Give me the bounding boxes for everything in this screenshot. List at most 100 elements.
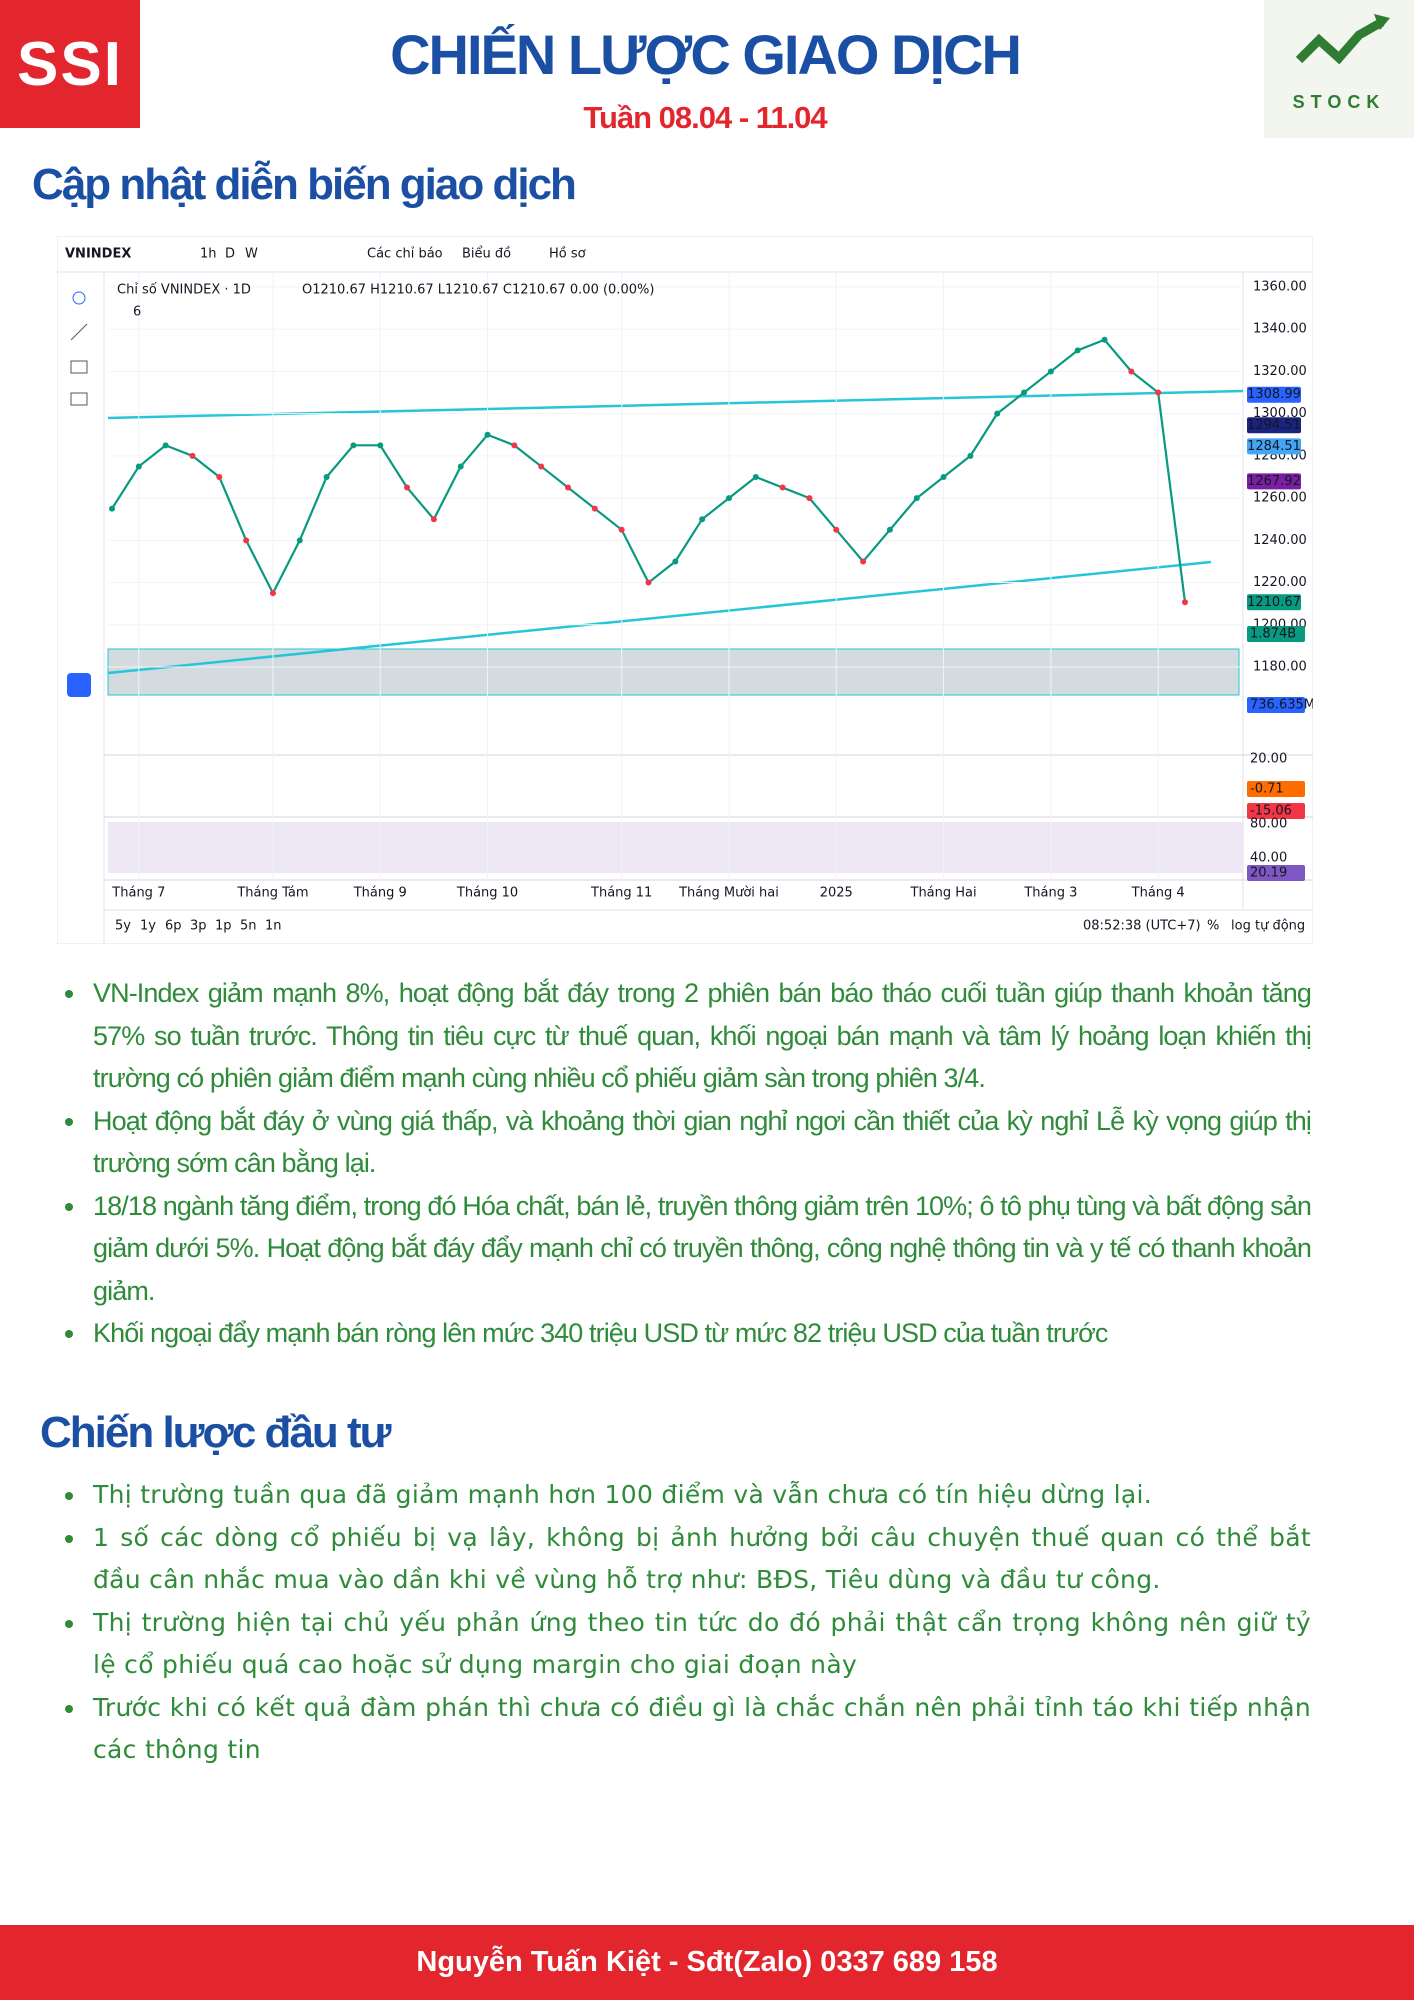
price-point [109, 505, 115, 512]
range-button[interactable]: 3p [190, 919, 207, 934]
price-point [725, 495, 732, 502]
footer: Nguyễn Tuấn Kiệt - Sđt(Zalo) 0337 689 15… [0, 1925, 1414, 2000]
bullet: Thị trường hiện tại chủ yếu phản ứng the… [65, 1602, 1311, 1687]
indicator-tag [1247, 803, 1305, 819]
indicator-tag [1247, 626, 1305, 642]
price-point [484, 431, 491, 438]
price-point [913, 495, 920, 502]
range-button[interactable]: 5y [115, 919, 131, 934]
tool-icon [70, 360, 88, 374]
price-point [1047, 368, 1054, 375]
price-point [860, 558, 867, 565]
price-point [350, 442, 357, 449]
series: 1308.99 1294.51 1284.51 1267.92 1210.67 [109, 336, 1301, 611]
price-tag [1247, 417, 1301, 434]
price-point [1101, 336, 1108, 343]
y-tick-label: 1340.00 [1253, 322, 1307, 337]
price-point [243, 537, 250, 544]
tool-icon [72, 291, 86, 305]
price-point [591, 505, 598, 512]
indicator-label: 20.00 [1250, 752, 1287, 767]
indicator-tag [1247, 697, 1305, 713]
symbol: VNINDEX [65, 247, 131, 262]
bullet: 18/18 ngành tăng điểm, trong đó Hóa chất… [65, 1185, 1312, 1313]
tool-icons [67, 291, 91, 697]
range-button[interactable]: 1y [140, 919, 156, 934]
price-tag-label: 1267.92 [1247, 474, 1301, 489]
scale-option[interactable]: log [1231, 919, 1251, 934]
bullet: Thị trường tuần qua đã giảm mạnh hơn 100… [65, 1474, 1311, 1517]
scale-option[interactable]: % [1207, 919, 1219, 934]
price-point [323, 474, 330, 480]
bullet-list: Thị trường tuần qua đã giảm mạnh hơn 100… [65, 1474, 1311, 1772]
price-point [779, 484, 786, 491]
price-point [162, 442, 169, 449]
range-button[interactable]: 1n [265, 919, 282, 934]
menu[interactable]: Các chỉ báo [367, 247, 443, 262]
price-point [752, 474, 759, 480]
price-point [940, 474, 947, 480]
y-tick-label: 1220.00 [1253, 575, 1307, 590]
y-tick-label: 1240.00 [1253, 533, 1307, 548]
x-tick-label: Tháng 10 [456, 886, 518, 901]
price-tag [1247, 438, 1301, 455]
x-tick-label: Tháng 11 [590, 886, 652, 901]
price-point [565, 484, 572, 491]
title: CHIẾN LƯỢC GIAO DỊCH [390, 23, 1022, 86]
menu[interactable]: Biểu đồ [462, 247, 511, 262]
price-point [457, 463, 464, 470]
price-point [216, 474, 223, 480]
menu[interactable]: Hồ sơ [549, 247, 586, 262]
subtitle: Tuần 08.04 - 11.04 [583, 100, 827, 135]
bottom-toolbar: 5y 1y 6p 3p 1p 5n 1n 08:52:38 (UTC+7)% log tự độn… [115, 919, 1305, 934]
y-tick-label: 1180.00 [1253, 660, 1307, 675]
bullet: 1 số các dòng cổ phiếu bị vạ lây, không … [65, 1517, 1311, 1602]
logo-stock: STOCK [1264, 0, 1414, 138]
price-point [618, 526, 625, 533]
scale-option[interactable]: tự động [1255, 919, 1305, 934]
price-point [994, 410, 1001, 417]
price-point [377, 442, 384, 449]
indicator-label: 1.874B [1250, 627, 1296, 642]
price-point [430, 516, 437, 523]
x-tick-label: Tháng 3 [1023, 886, 1077, 901]
price-tag-label: 1294.51 [1247, 418, 1301, 433]
logo-zigzag [1295, 18, 1385, 65]
price-point [269, 590, 276, 597]
bullet-list: VN-Index giảm mạnh 8%, hoạt động bắt đáy… [65, 972, 1312, 1355]
tool-icon-active [67, 673, 91, 697]
y-tick-label: 1360.00 [1253, 280, 1307, 295]
y-tick-label: 1260.00 [1253, 491, 1307, 506]
x-tick-label: Tháng Hai [910, 886, 977, 901]
y-tick-label: 1320.00 [1253, 364, 1307, 379]
price-point [699, 516, 706, 523]
interval: W [245, 247, 258, 262]
logo-arrow [1374, 14, 1390, 30]
x-tick-label: Tháng 4 [1131, 886, 1185, 901]
price-point [967, 452, 974, 459]
price-tag [1247, 594, 1301, 611]
interval: 1h [200, 247, 217, 262]
range-button[interactable]: 5n [240, 919, 257, 934]
indicator-label: 40.00 [1250, 851, 1287, 866]
bullet: VN-Index giảm mạnh 8%, hoạt động bắt đáy… [65, 972, 1312, 1100]
ohlc: O1210.67 H1210.67 L1210.67 C1210.67 0.00… [302, 283, 654, 298]
price-point [296, 537, 303, 544]
price-point [806, 495, 813, 502]
indicator-label: -15.06 [1250, 804, 1292, 819]
x-tick-label: 2025 [820, 886, 853, 901]
logo-ssi: SSI [0, 0, 140, 128]
section-heading: Chiến lược đầu tư [40, 1408, 391, 1457]
price-point [1182, 599, 1188, 606]
range-button[interactable]: 1p [215, 919, 232, 934]
rsi-band [108, 822, 1243, 873]
price-point [1128, 368, 1135, 375]
clock: 08:52:38 (UTC+7) [1083, 919, 1201, 934]
x-tick-label: Tháng Mười hai [678, 886, 779, 901]
range-button[interactable]: 6p [165, 919, 182, 934]
collapsed-count: 6 [133, 305, 141, 320]
x-tick-label: Tháng 9 [353, 886, 407, 901]
price-tag [1247, 386, 1301, 403]
